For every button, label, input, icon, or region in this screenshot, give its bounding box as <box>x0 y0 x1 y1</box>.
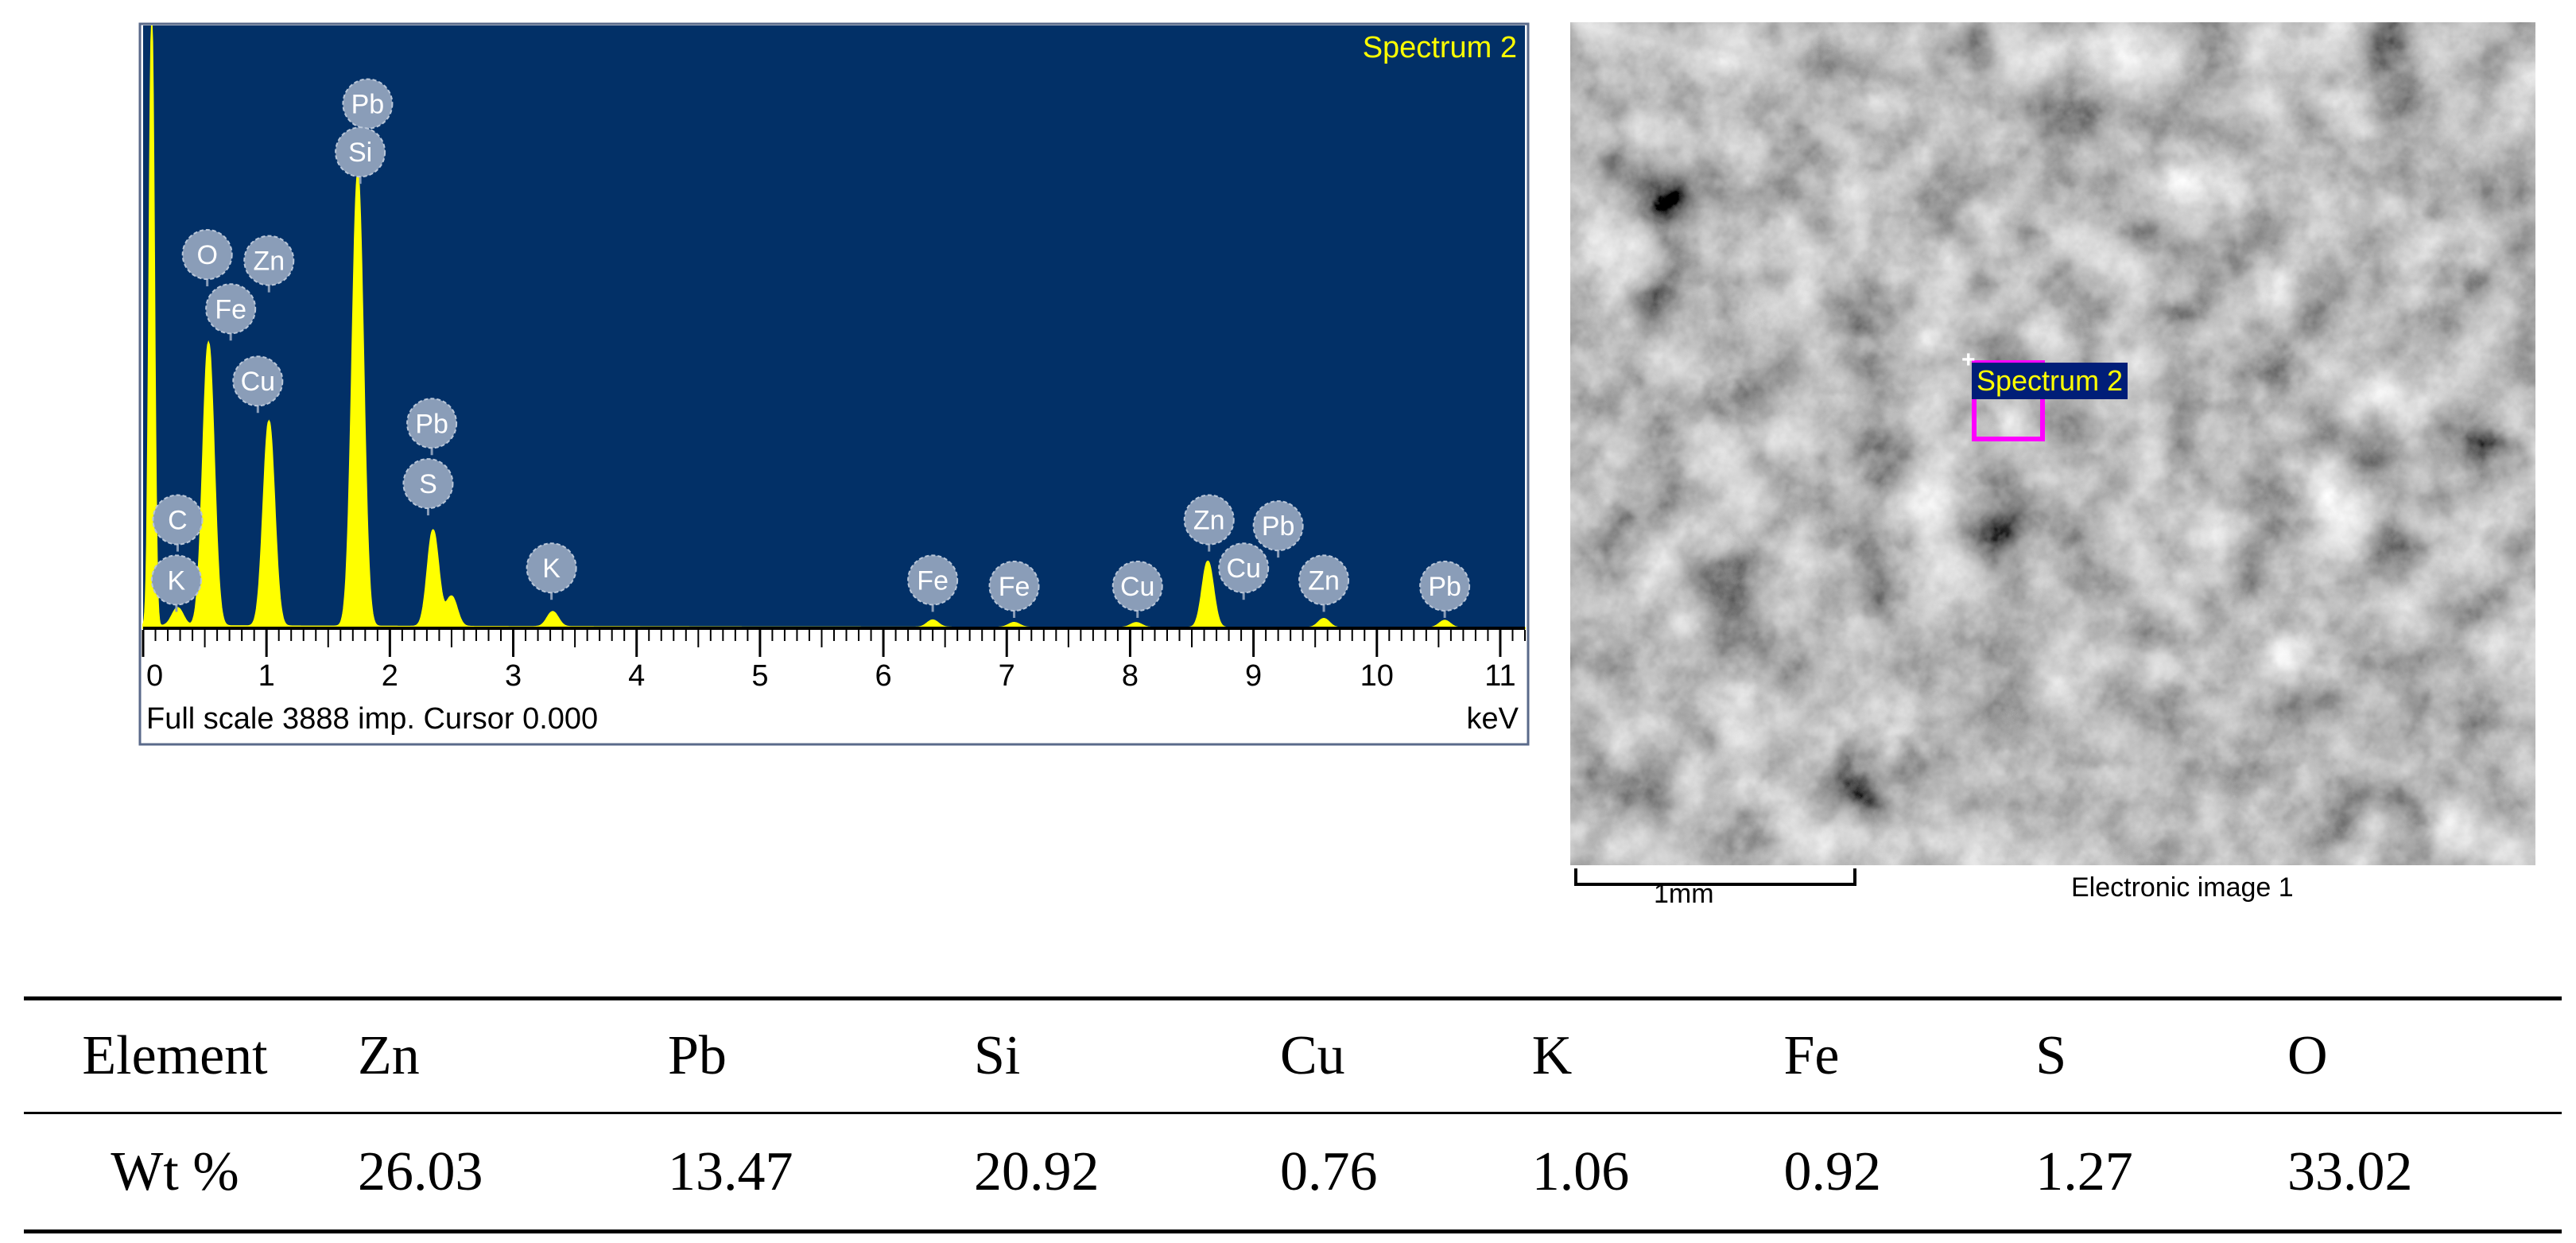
x-tick-label: 6 <box>875 659 892 693</box>
wt-percent-cell: 0.76 <box>1247 1113 1500 1233</box>
element-cell: Zn <box>326 996 636 1114</box>
peak-label-text: O <box>196 240 217 270</box>
element-cell: Fe <box>1752 996 2004 1114</box>
peak-label-text: K <box>168 565 186 596</box>
scale-bar-label: 1mm <box>1654 879 1714 909</box>
peak-label: Zn <box>1183 494 1235 552</box>
wt-percent-cell: 1.06 <box>1499 1113 1752 1233</box>
wt-percent-cell: 1.27 <box>2004 1113 2256 1233</box>
element-cell: S <box>2004 996 2256 1114</box>
element-cell: Cu <box>1247 996 1500 1114</box>
element-cell: K <box>1499 996 1752 1114</box>
peak-label-text: Zn <box>253 247 285 277</box>
peak-label-text: Pb <box>351 90 385 120</box>
peak-label-text: Cu <box>1120 572 1154 602</box>
peak-label: S <box>402 458 454 516</box>
peak-label: Fe <box>907 554 959 612</box>
peak-label-text: Fe <box>999 572 1030 602</box>
peak-label: Zn <box>1298 554 1350 612</box>
composition-table: Element Zn Pb Si Cu K Fe S O Wt % 26.03 … <box>24 996 2562 1233</box>
x-tick-label: 11 <box>1484 659 1515 693</box>
peak-label: O <box>181 229 233 287</box>
x-tick-label: 2 <box>382 659 398 693</box>
row-header-element: Element <box>24 996 326 1114</box>
x-tick-label: 5 <box>751 659 768 693</box>
row-header-wt-percent: Wt % <box>24 1113 326 1233</box>
x-axis-ticks: 0 1 2 3 4 5 6 7 8 9 10 11 <box>142 630 1526 693</box>
wt-percent-row: Wt % 26.03 13.47 20.92 0.76 1.06 0.92 1.… <box>24 1113 2562 1233</box>
peak-label-text: S <box>419 469 437 499</box>
peak-label: Cu <box>1111 560 1163 618</box>
peak-label: Pb <box>342 78 394 136</box>
element-cell: Si <box>941 996 1248 1114</box>
peak-label-text: Fe <box>917 565 949 596</box>
x-tick-label: 4 <box>628 659 645 693</box>
peak-label: Cu <box>1218 542 1270 600</box>
sem-spectrum-label: Spectrum 2 <box>1972 363 2128 399</box>
wt-percent-cell: 33.02 <box>2255 1113 2562 1233</box>
sem-image-caption: Electronic image 1 <box>2071 872 2294 903</box>
peak-label-text: Pb <box>415 409 448 439</box>
peak-label: Pb <box>406 398 458 456</box>
element-row: Element Zn Pb Si Cu K Fe S O <box>24 996 2562 1114</box>
x-tick-label: 8 <box>1122 659 1139 693</box>
peak-label-text: Fe <box>215 294 246 324</box>
peak-label-text: Pb <box>1262 511 1295 542</box>
peak-label: Si <box>335 126 386 185</box>
peak-label-text: K <box>542 554 561 584</box>
element-cell: Pb <box>636 996 942 1114</box>
x-tick-label: 1 <box>258 659 275 693</box>
peak-label: Zn <box>243 235 295 293</box>
x-tick-label: 7 <box>999 659 1015 693</box>
peak-label: Fe <box>205 283 257 341</box>
peak-label-text: Zn <box>1193 506 1225 536</box>
scale-bar <box>1574 868 1856 886</box>
x-tick-label: 10 <box>1360 659 1394 693</box>
element-cell: O <box>2255 996 2562 1114</box>
peak-label-text: C <box>168 506 188 536</box>
peak-label: Cu <box>232 355 284 414</box>
x-tick-label: 0 <box>146 659 163 693</box>
peak-label: Fe <box>988 560 1040 618</box>
wt-percent-cell: 26.03 <box>326 1113 636 1233</box>
chart-footer: Full scale 3888 imp. Cursor 0.000 <box>146 702 598 736</box>
sem-micrograph <box>1570 22 2535 865</box>
peak-label-text: Cu <box>241 367 275 397</box>
peak-label-text: Pb <box>1428 572 1461 602</box>
peak-label: C <box>152 494 204 552</box>
wt-percent-cell: 0.92 <box>1752 1113 2004 1233</box>
x-tick-label: 9 <box>1245 659 1262 693</box>
x-axis-label: keV <box>1467 702 1519 736</box>
x-tick-label: 3 <box>505 659 522 693</box>
peak-label-text: Cu <box>1226 554 1260 584</box>
crosshair-icon: + <box>1961 347 1976 373</box>
peak-label-text: Si <box>348 138 372 168</box>
chart-title: Spectrum 2 <box>1363 31 1517 64</box>
peak-label: Pb <box>1252 500 1304 558</box>
peak-label-text: Zn <box>1308 565 1340 596</box>
peak-label: K <box>526 542 577 600</box>
peak-label: K <box>150 554 202 612</box>
peak-label: Pb <box>1419 560 1471 618</box>
wt-percent-cell: 20.92 <box>941 1113 1248 1233</box>
sem-image: Spectrum 2 + <box>1570 22 2535 865</box>
wt-percent-cell: 13.47 <box>636 1113 942 1233</box>
